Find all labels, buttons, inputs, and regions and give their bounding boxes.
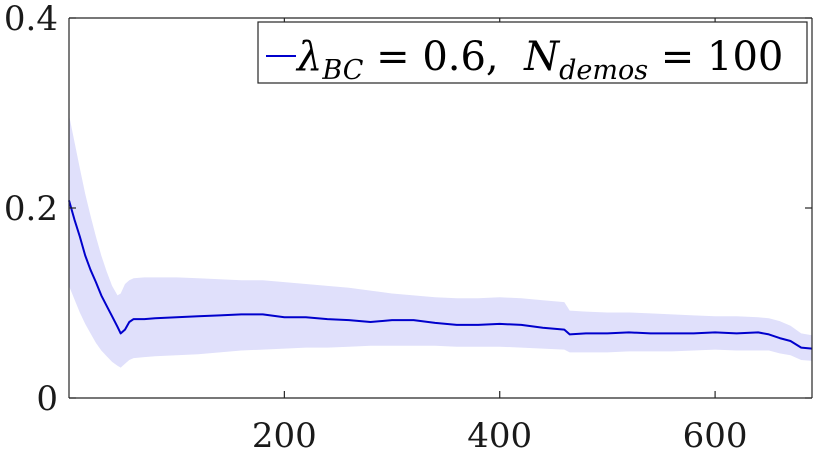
y-tick-label: 0: [36, 379, 58, 419]
legend-entry: λBC = 0.6, Ndemos = 100: [295, 34, 783, 86]
mean-line-layer: [68, 200, 813, 350]
x-tick-label: 600: [683, 416, 748, 451]
legend-n: N: [523, 34, 561, 80]
confidence-band-layer: [69, 114, 812, 368]
mean-line: [68, 200, 813, 350]
x-tick-label: 400: [467, 416, 532, 451]
legend-n-value: = 100: [648, 34, 783, 80]
legend-lambda-value: = 0.6,: [363, 34, 524, 80]
legend-box: [257, 21, 808, 84]
legend-lambda: λ: [295, 34, 322, 80]
x-tick-label: 200: [252, 416, 317, 451]
confidence-band: [69, 114, 812, 368]
legend-lambda-subscript: BC: [321, 55, 363, 86]
legend-n-subscript: demos: [559, 55, 648, 86]
ticks: 200 400 600 0 0.2 0.4: [4, 0, 812, 451]
y-tick-label: 0.2: [4, 189, 58, 229]
y-tick-label: 0.4: [4, 0, 58, 39]
legend: λBC = 0.6, Ndemos = 100: [257, 21, 808, 86]
